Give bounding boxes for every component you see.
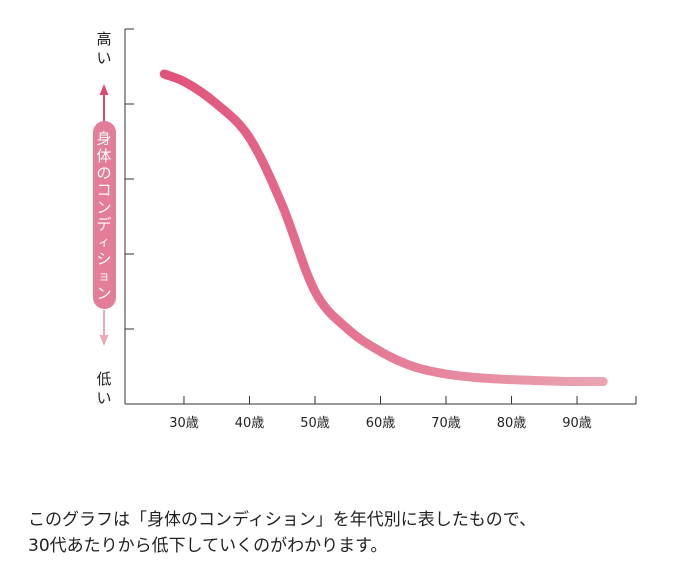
y-axis-label-char: 体 [96,147,111,165]
x-tick-label: 60歳 [366,416,396,431]
y-bottom-label-1: 低 [96,370,111,388]
y-axis-label-char: デ [96,216,111,234]
arrow-up [99,84,109,122]
y-axis-label-char: コ [96,181,111,199]
y-axis-label-char: ョ [98,269,110,283]
y-top-label-1: 高 [96,30,111,48]
x-tick-label: 90歳 [562,416,592,431]
y-axis-label-char: の [96,164,111,182]
y-axis-label-char: 身 [96,130,111,148]
x-tick-label: 80歳 [497,416,527,431]
y-bottom-label-2: い [96,389,111,407]
y-axis-label-char: ン [96,284,111,302]
x-tick-label: 70歳 [431,416,461,431]
series-line-condition [159,69,608,386]
caption-line-2: 30代あたりから低下していくのがわかります。 [28,536,388,556]
arrow-down [99,310,109,346]
caption-line-1: このグラフは「身体のコンディション」を年代別に表したもので、 [28,510,537,530]
x-tick-label: 50歳 [300,416,330,431]
x-ticks [183,396,637,404]
x-tick-label: 30歳 [169,416,199,431]
y-axis-label-char: ン [96,198,111,216]
y-ticks [125,28,134,330]
condition-chart: 30歳 40歳 50歳 60歳 70歳 80歳 90歳 高 い 低 い 身体のコンディション [93,28,637,431]
y-axis-label: 身体のコンディション [96,130,111,303]
y-top-label-2: い [96,49,111,67]
caption: このグラフは「身体のコンディション」を年代別に表したもので、 30代あたりから低… [28,507,668,559]
y-axis-label-char: シ [96,250,111,268]
y-axis-label-char: ィ [98,235,110,249]
x-tick-label: 40歳 [235,416,265,431]
x-tick-labels: 30歳 40歳 50歳 60歳 70歳 80歳 90歳 [169,416,592,431]
y-axis-label-box [93,121,116,309]
